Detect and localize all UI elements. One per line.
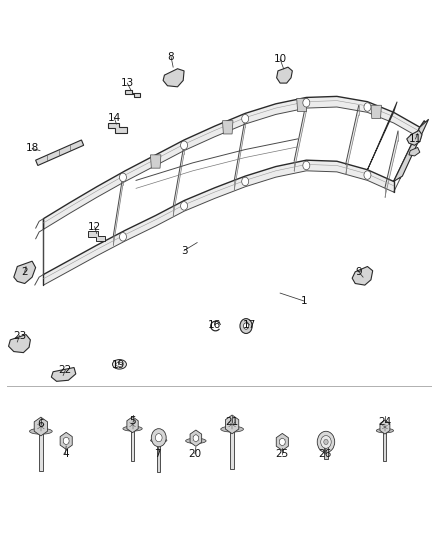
Polygon shape [131,430,134,461]
Polygon shape [9,335,30,353]
Polygon shape [157,441,160,472]
Text: 23: 23 [13,330,26,341]
Circle shape [155,434,162,442]
Ellipse shape [186,438,206,443]
Circle shape [120,232,127,241]
Text: 2: 2 [21,267,28,277]
Polygon shape [230,430,234,469]
Polygon shape [234,118,245,190]
Polygon shape [150,155,161,168]
Polygon shape [409,148,420,156]
Polygon shape [294,102,306,171]
Polygon shape [223,120,233,134]
Ellipse shape [113,360,127,369]
Text: 20: 20 [188,449,201,458]
Text: 18: 18 [25,143,39,154]
Ellipse shape [116,362,123,367]
Polygon shape [43,160,394,285]
Polygon shape [297,99,307,111]
Text: 21: 21 [226,417,239,427]
Polygon shape [113,175,123,245]
Ellipse shape [123,426,142,431]
Polygon shape [383,431,386,461]
Text: 4: 4 [62,449,69,458]
Circle shape [180,141,187,150]
Polygon shape [88,231,106,241]
Polygon shape [60,432,72,449]
Text: 17: 17 [243,320,256,330]
Text: 14: 14 [108,112,121,123]
Circle shape [242,115,249,123]
Text: 5: 5 [129,416,136,426]
Circle shape [324,439,328,445]
Polygon shape [43,96,420,229]
Polygon shape [108,123,127,133]
Circle shape [364,103,371,111]
Circle shape [279,438,285,446]
Polygon shape [367,102,397,169]
Ellipse shape [221,426,244,432]
Polygon shape [352,266,373,285]
Ellipse shape [29,429,52,434]
Text: 8: 8 [168,52,174,61]
Polygon shape [127,417,138,433]
Polygon shape [226,415,239,434]
Text: 13: 13 [121,78,134,88]
Text: 11: 11 [409,134,422,144]
Polygon shape [34,417,47,436]
Text: 3: 3 [181,246,187,255]
Polygon shape [35,140,84,165]
Polygon shape [407,131,422,146]
Circle shape [321,435,331,448]
Circle shape [151,429,166,447]
Polygon shape [277,67,292,83]
Text: 24: 24 [378,417,392,427]
Circle shape [242,177,249,185]
Text: 12: 12 [88,222,101,232]
Polygon shape [173,144,184,216]
Polygon shape [380,420,390,434]
Circle shape [303,99,310,107]
Ellipse shape [151,438,167,442]
Text: 7: 7 [155,449,161,458]
Circle shape [244,323,249,329]
Circle shape [120,173,127,182]
Text: 26: 26 [318,449,331,458]
Polygon shape [51,368,76,381]
Text: 22: 22 [59,365,72,375]
Polygon shape [14,261,35,284]
Text: 10: 10 [274,54,287,64]
Text: 1: 1 [301,296,307,306]
Polygon shape [39,432,42,471]
Polygon shape [276,433,288,450]
Polygon shape [125,90,141,98]
Polygon shape [163,69,184,87]
Text: 25: 25 [276,449,289,458]
Polygon shape [346,106,359,174]
Circle shape [180,201,187,210]
Circle shape [317,431,335,453]
Polygon shape [190,430,201,446]
Text: 19: 19 [112,360,125,370]
Text: 9: 9 [355,267,362,277]
Circle shape [364,171,371,179]
Circle shape [193,435,198,441]
Text: 6: 6 [38,419,44,430]
Polygon shape [385,131,398,197]
Polygon shape [371,105,381,118]
Circle shape [303,161,310,169]
Text: 16: 16 [208,320,221,330]
Polygon shape [324,447,328,459]
Ellipse shape [376,429,393,433]
Polygon shape [394,119,428,181]
Circle shape [63,437,69,445]
Circle shape [240,319,252,334]
